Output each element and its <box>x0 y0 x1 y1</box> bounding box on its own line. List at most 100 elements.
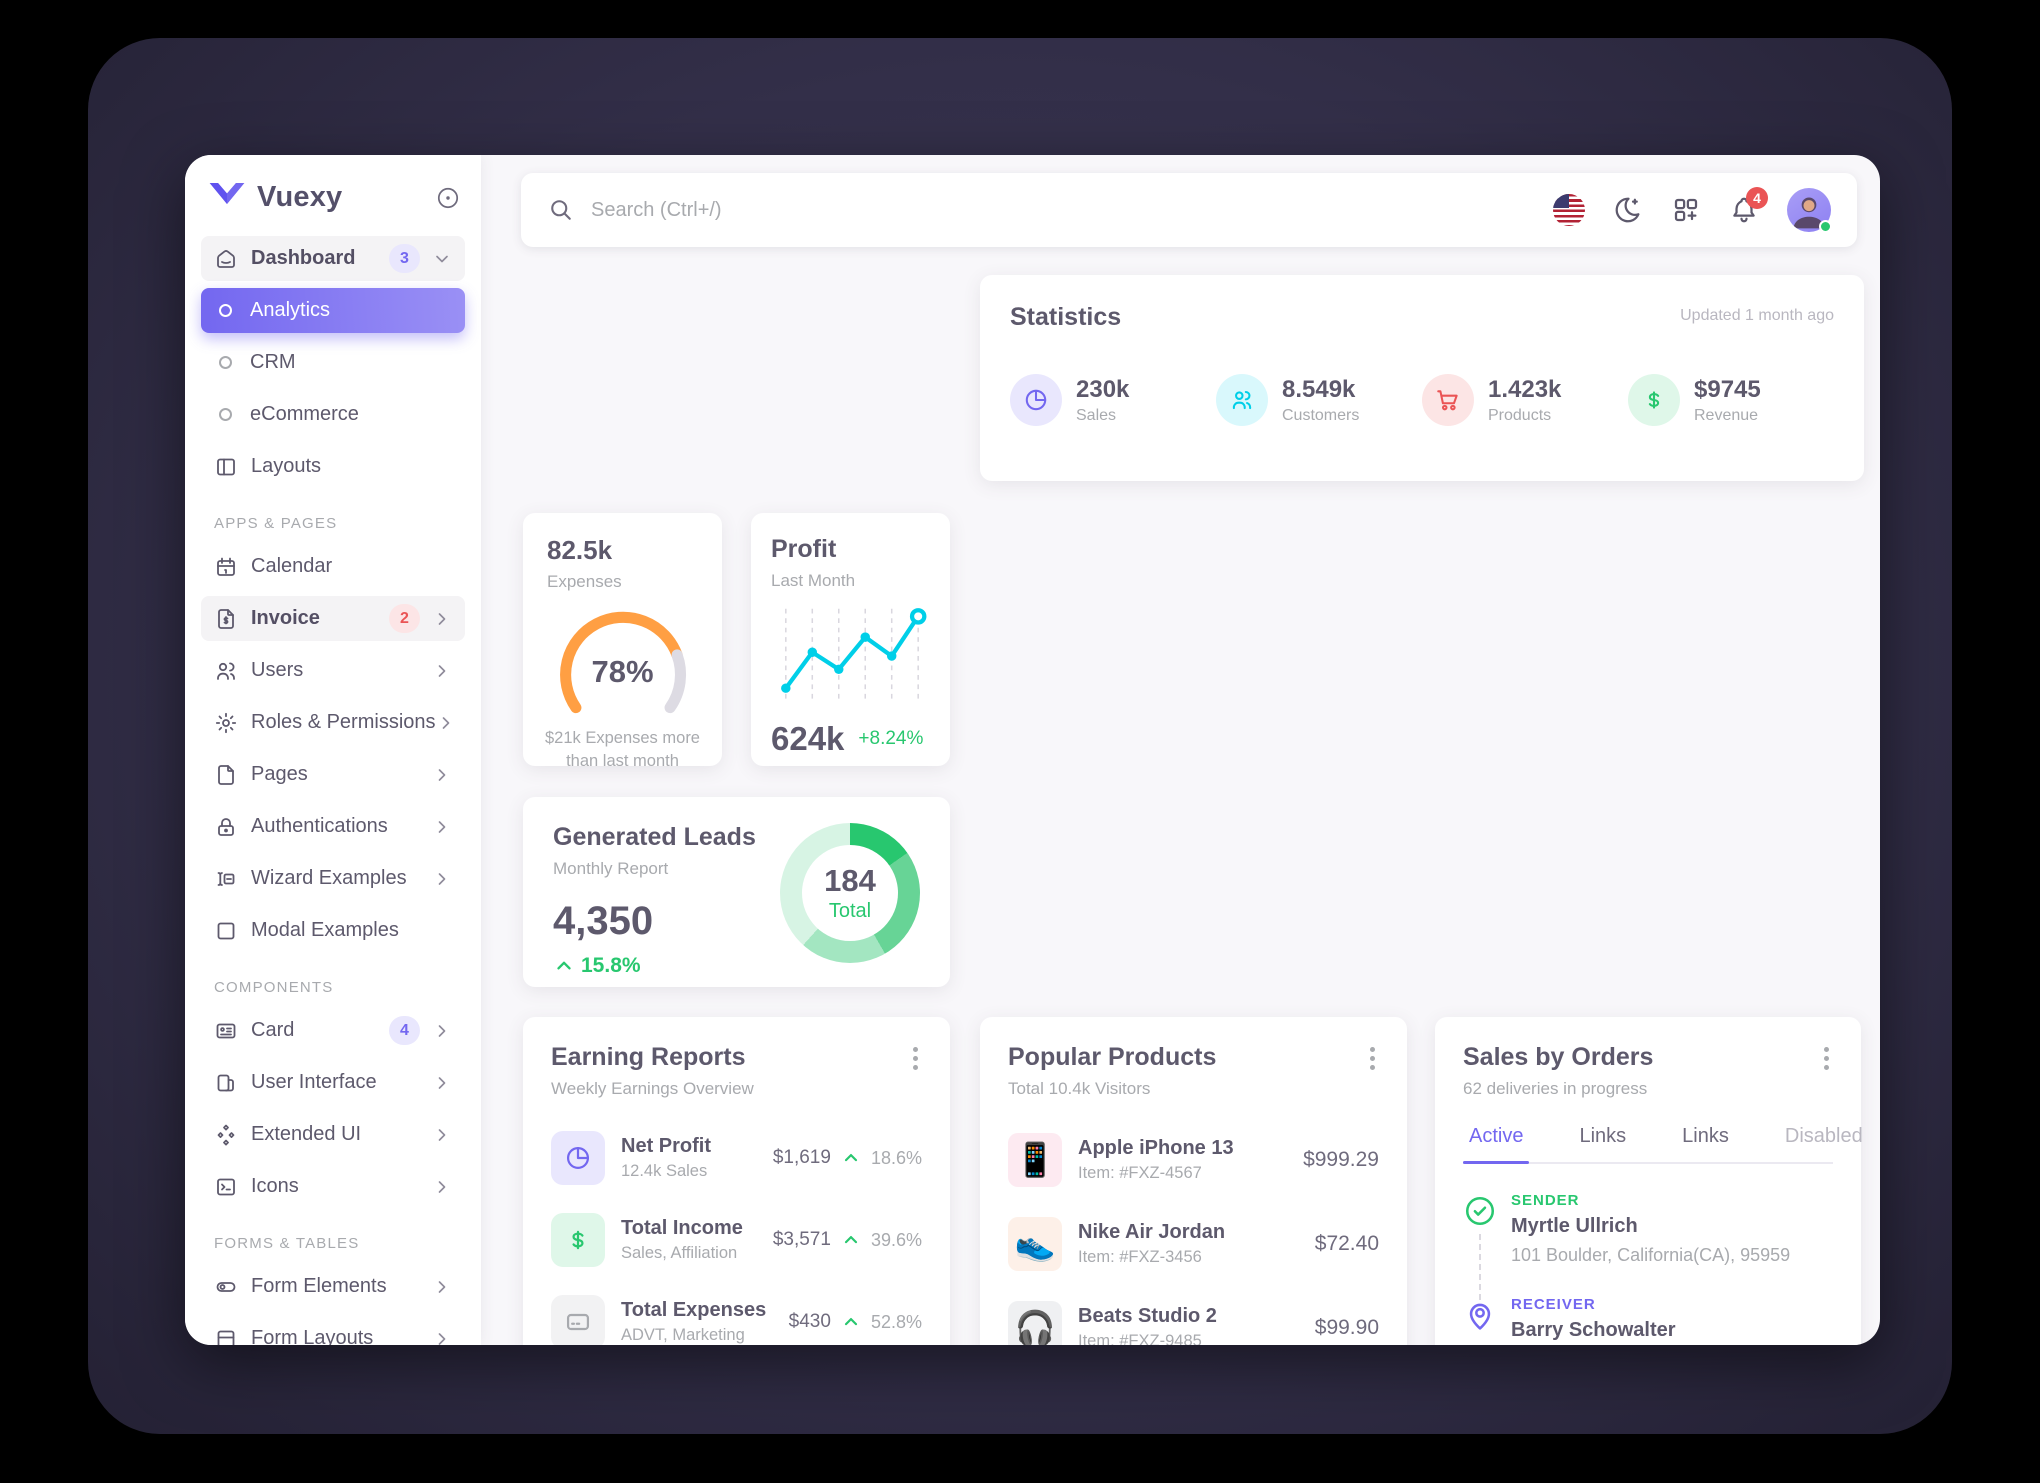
sidebar-item-modal-examples[interactable]: Modal Examples <box>201 908 465 953</box>
receiver-name: Barry Schowalter <box>1511 1319 1676 1341</box>
sidebar-item-roles-permissions[interactable]: Roles & Permissions <box>201 700 465 745</box>
sidebar-item-wizard-examples[interactable]: Wizard Examples <box>201 856 465 901</box>
earning-row-total-expenses: Total Expenses ADVT, Marketing $430 52.8… <box>551 1295 922 1345</box>
section-header-components: COMPONENTS <box>214 979 334 996</box>
earning-reports-title: Earning Reports <box>551 1043 746 1071</box>
earning-row-delta: 52.8% <box>870 1311 922 1332</box>
chevron-right-icon <box>432 1329 452 1346</box>
sidebar-item-label: Dashboard <box>251 247 356 269</box>
receiver-label: RECEIVER <box>1511 1296 1596 1313</box>
product-row-nike: 👟 Nike Air Jordan Item: #FXZ-3456 $72.40 <box>1008 1217 1379 1271</box>
sidebar-item-label: Modal Examples <box>251 919 399 941</box>
dashboard-badge: 3 <box>389 244 420 273</box>
popular-products-title: Popular Products <box>1008 1043 1217 1071</box>
diamonds-icon <box>214 1123 238 1147</box>
expenses-percent: 78% <box>591 654 654 689</box>
leads-title: Generated Leads <box>553 823 756 851</box>
sidebar-item-icons[interactable]: Icons <box>201 1164 465 1209</box>
circle-check-icon <box>1463 1192 1497 1266</box>
tab-active[interactable]: Active <box>1463 1125 1530 1164</box>
search-input[interactable] <box>591 198 1091 222</box>
timeline-receiver: RECEIVER Barry Schowalter 939 Orange, Ca… <box>1463 1296 1833 1345</box>
shopping-cart-icon <box>1422 374 1474 426</box>
stat-value: 8.549k <box>1282 375 1356 403</box>
sidebar-collapse-toggle[interactable] <box>435 185 461 211</box>
sales-by-orders-card: Sales by Orders 62 deliveries in progres… <box>1435 1017 1863 1345</box>
expenses-label: Expenses <box>547 572 622 591</box>
chevron-right-icon <box>432 1177 452 1197</box>
leads-donut-chart: 184 Total <box>780 823 920 963</box>
sidebar-menu: Dashboard 3 Analytics CRM eCommerce <box>185 230 481 1345</box>
sidebar-item-calendar[interactable]: Calendar <box>201 544 465 589</box>
dark-mode-toggle[interactable] <box>1613 195 1643 225</box>
chevron-right-icon <box>432 817 452 837</box>
moon-icon <box>1615 197 1640 223</box>
stat-value: $9745 <box>1694 375 1761 403</box>
section-header-apps-pages: APPS & PAGES <box>214 515 338 532</box>
product-image: 📱 <box>1008 1133 1062 1187</box>
sidebar-item-analytics[interactable]: Analytics <box>201 288 465 333</box>
earning-row-amount: $3,571 <box>772 1229 831 1250</box>
sidebar-item-users[interactable]: Users <box>201 648 465 693</box>
language-flag-icon[interactable] <box>1553 194 1585 226</box>
chevron-up-icon <box>844 1318 858 1326</box>
gear-icon <box>214 711 238 735</box>
sidebar-item-form-layouts[interactable]: Form Layouts <box>201 1316 465 1345</box>
sidebar-item-label: Wizard Examples <box>251 867 407 889</box>
sidebar-item-label: Pages <box>251 763 308 785</box>
users-icon <box>1216 374 1268 426</box>
sidebar-item-label: Layouts <box>251 455 322 477</box>
dollar-icon <box>1628 374 1680 426</box>
sidebar-item-invoice[interactable]: Invoice 2 <box>201 596 465 641</box>
product-image: 👟 <box>1008 1217 1062 1271</box>
leads-value: 4,350 <box>553 899 654 943</box>
sidebar-item-label: Form Elements <box>251 1275 387 1297</box>
sidebar-item-label: Extended UI <box>251 1123 362 1145</box>
generated-leads-card: Generated Leads Monthly Report 4,350 15.… <box>523 797 950 987</box>
circle-bullet-icon <box>214 408 237 421</box>
sidebar-item-dashboard[interactable]: Dashboard 3 <box>201 236 465 281</box>
online-status-dot <box>1819 220 1832 233</box>
home-icon <box>214 247 238 271</box>
profit-delta: +8.24% <box>858 728 924 749</box>
product-name: Apple iPhone 13 <box>1078 1137 1234 1159</box>
terminal-icon <box>214 1175 238 1199</box>
sidebar-item-authentications[interactable]: Authentications <box>201 804 465 849</box>
earning-row-amount: $1,619 <box>772 1147 831 1168</box>
product-price: $99.90 <box>1314 1316 1379 1339</box>
stat-customers: 8.549k Customers <box>1216 374 1422 426</box>
lock-icon <box>214 815 238 839</box>
notifications-button[interactable]: 4 <box>1729 187 1768 225</box>
chart-pie-icon <box>551 1131 605 1185</box>
product-row-beats: 🎧 Beats Studio 2 Item: #FXZ-9485 $99.90 <box>1008 1301 1379 1345</box>
user-avatar[interactable] <box>1787 188 1832 233</box>
sidebar-item-label: Invoice <box>251 607 320 629</box>
tab-links-1[interactable]: Links <box>1579 1125 1627 1147</box>
tab-links-2[interactable]: Links <box>1682 1125 1729 1147</box>
sidebar-item-extended-ui[interactable]: Extended UI <box>201 1112 465 1157</box>
sidebar-item-card[interactable]: Card 4 <box>201 1008 465 1053</box>
sidebar-item-layouts[interactable]: Layouts <box>201 444 465 489</box>
sidebar-item-ecommerce[interactable]: eCommerce <box>201 392 465 437</box>
kebab-menu-icon[interactable] <box>1820 1043 1833 1074</box>
kebab-menu-icon[interactable] <box>909 1043 922 1074</box>
kebab-menu-icon[interactable] <box>1366 1043 1379 1074</box>
product-image: 🎧 <box>1008 1301 1062 1345</box>
search-bar[interactable] <box>547 196 1553 224</box>
invoice-badge: 2 <box>389 604 420 633</box>
sidebar-item-label: Form Layouts <box>251 1327 374 1345</box>
sidebar-item-user-interface[interactable]: User Interface <box>201 1060 465 1105</box>
timeline-connector <box>1479 1234 1481 1300</box>
sidebar-item-pages[interactable]: Pages <box>201 752 465 797</box>
shortcuts-button[interactable] <box>1671 195 1701 225</box>
statistics-row: 230k Sales 8.549k Customers 1.423k Products… <box>1010 374 1834 426</box>
swatch-book-icon <box>214 1071 238 1095</box>
dollar-icon <box>551 1213 605 1267</box>
earning-row-net-profit: Net Profit 12.4k Sales $1,619 18.6% <box>551 1131 922 1185</box>
sidebar-item-form-elements[interactable]: Form Elements <box>201 1264 465 1309</box>
circle-bullet-icon <box>214 356 237 369</box>
product-price: $999.29 <box>1303 1148 1379 1171</box>
sidebar-item-crm[interactable]: CRM <box>201 340 465 385</box>
earning-row-amount: $430 <box>788 1311 831 1332</box>
square-icon <box>214 919 238 943</box>
